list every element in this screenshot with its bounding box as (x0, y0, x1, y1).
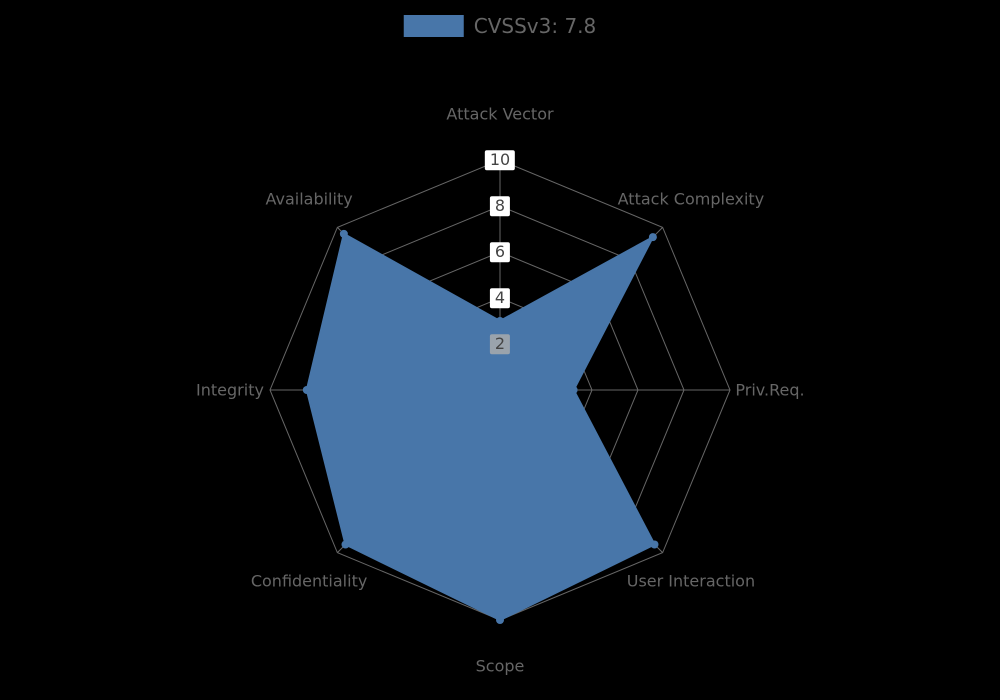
axis-label-priv-req: Priv.Req. (735, 381, 804, 400)
axis-label-user-interaction: User Interaction (627, 571, 755, 590)
legend-label: CVSSv3: 7.8 (474, 14, 597, 38)
axis-label-attack-vector: Attack Vector (446, 105, 553, 124)
radar-chart: CVSSv3: 7.8 Attack Vector Attack Complex… (0, 0, 1000, 700)
axis-label-availability: Availability (265, 190, 352, 209)
legend-swatch (404, 15, 464, 37)
tick-label-6: 6 (490, 242, 510, 262)
axis-label-attack-complexity: Attack Complexity (618, 190, 765, 209)
axis-label-scope: Scope (476, 657, 525, 676)
axis-label-integrity: Integrity (196, 381, 264, 400)
tick-label-4: 4 (490, 288, 510, 308)
tick-label-2: 2 (490, 334, 510, 354)
tick-label-8: 8 (490, 196, 510, 216)
axis-label-confidentiality: Confidentiality (251, 571, 367, 590)
tick-label-10: 10 (485, 150, 515, 170)
legend: CVSSv3: 7.8 (404, 14, 597, 38)
